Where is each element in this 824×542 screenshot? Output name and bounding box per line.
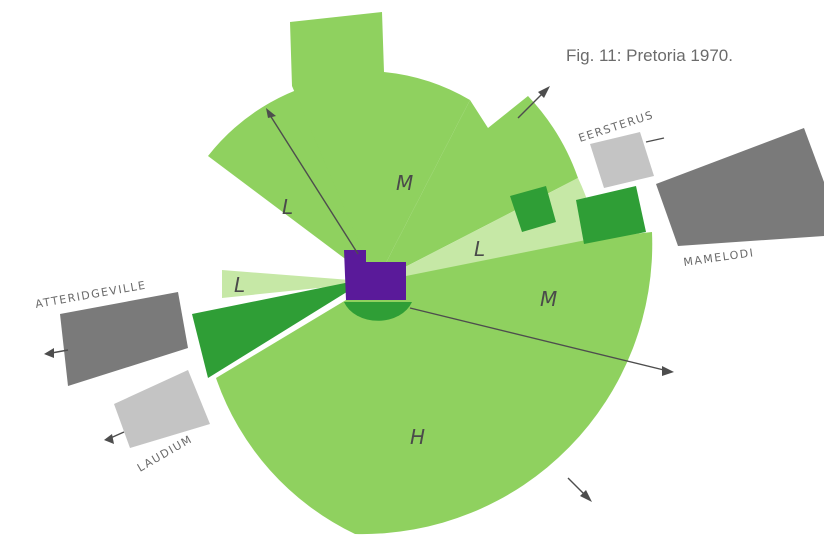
arrowhead-southeast-icon [662,366,674,376]
cbd-block [344,250,406,300]
arrow-northwest [267,111,359,255]
dark-green-east-box-1 [510,186,556,232]
zone-letter-l-east: L [474,237,485,261]
zone-letter-l-west: L [234,273,245,297]
zone-h-south-sector [216,232,653,535]
arrow-southeast [409,307,673,373]
laudium-township [114,370,210,448]
eersterus-township [590,132,654,188]
zone-l-west-sector [222,270,376,298]
mamelodi-township [656,128,824,246]
zone-letter-m-north: M [396,171,413,195]
atteridgeville-township [60,292,188,386]
dark-green-east-box-2 [576,186,646,244]
arrow-eersterus [645,137,665,143]
arrowhead-south-icon [580,490,592,502]
dark-green-west-wedge [192,282,350,378]
arrowhead-northwest-icon [266,108,276,118]
zone-m-northeast-sector [376,96,578,282]
dark-green-south-core [344,302,412,321]
arrowhead-laudium-icon [104,434,114,444]
township-label-mamelodi: MAMELODI [683,246,756,269]
arrowhead-atteridgeville-icon [44,348,54,358]
zone-m-north-sector [290,12,470,282]
arrowhead-northeast-icon [538,86,550,98]
zone-letter-m-east: M [540,287,557,311]
figure-caption: Fig. 11: Pretoria 1970. [566,46,733,65]
zone-letter-h-south: H [410,425,425,449]
zone-letter-l-northwest: L [282,195,293,219]
